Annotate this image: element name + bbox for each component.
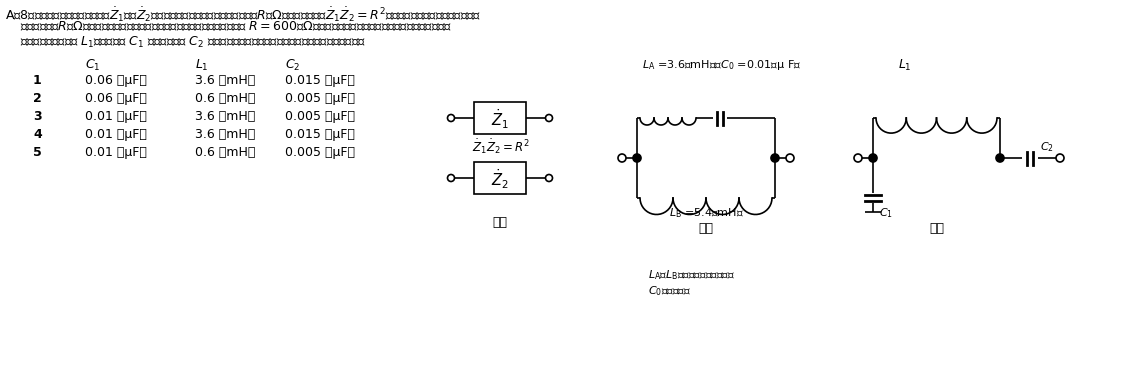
- Text: 1: 1: [33, 74, 42, 87]
- Text: 0.06 ［μF］: 0.06 ［μF］: [86, 92, 147, 105]
- Text: $\dot{Z}_2$: $\dot{Z}_2$: [490, 167, 508, 191]
- Text: 0.005 ［μF］: 0.005 ［μF］: [285, 110, 356, 123]
- Text: 図１: 図１: [493, 216, 507, 229]
- Text: 0.015 ［μF］: 0.015 ［μF］: [285, 128, 354, 141]
- Text: 0.01 ［μF］: 0.01 ［μF］: [86, 128, 147, 141]
- Text: 4: 4: [33, 128, 42, 141]
- Circle shape: [996, 154, 1004, 162]
- Text: 0.005 ［μF］: 0.005 ［μF］: [285, 146, 356, 159]
- Circle shape: [868, 154, 878, 162]
- Text: $C_1$: $C_1$: [86, 58, 100, 73]
- Text: 3.6 ［mH］: 3.6 ［mH］: [195, 128, 255, 141]
- Text: 0.01 ［μF］: 0.01 ［μF］: [86, 146, 147, 159]
- Text: 0.6 ［mH］: 0.6 ［mH］: [195, 92, 255, 105]
- Text: 3.6 ［mH］: 3.6 ［mH］: [195, 110, 255, 123]
- Text: $\dot{Z}_1$: $\dot{Z}_1$: [490, 107, 508, 131]
- Text: 回路は互いに$R$［Ω］に対する逆回路であるという。いま、図２に示す回路の $R = 600$［Ω］に対する逆回路が図３に示す回路であるとき、: 回路は互いに$R$［Ω］に対する逆回路であるという。いま、図２に示す回路の $R…: [20, 20, 452, 33]
- Text: $L_{\mathrm{A}}$、$L_{\mathrm{B}}$：自己インダクタンス: $L_{\mathrm{A}}$、$L_{\mathrm{B}}$：自己インダク…: [648, 268, 735, 282]
- Text: 0.01 ［μF］: 0.01 ［μF］: [86, 110, 147, 123]
- Circle shape: [633, 154, 641, 162]
- Bar: [474, 162, 526, 194]
- Text: $C_2$: $C_2$: [285, 58, 300, 73]
- Text: A－8　図１に示すインピーダンス$\dot{Z}_1$及び$\dot{Z}_2$の積が周波数と無関係になり、抵抗を$R$［Ω］としたときに$\dot{Z}_1\: A－8 図１に示すインピーダンス$\dot{Z}_1$及び$\dot{Z}_2$…: [4, 5, 482, 24]
- Text: 5: 5: [33, 146, 42, 159]
- Text: 図２: 図２: [699, 222, 713, 235]
- Text: 3: 3: [33, 110, 42, 123]
- Text: $L_{\mathrm{A}}$ =3.6［mH］　$C_0$ =0.01［μ F］: $L_{\mathrm{A}}$ =3.6［mH］ $C_0$ =0.01［μ …: [642, 58, 801, 72]
- Text: 2: 2: [33, 92, 42, 105]
- Text: 3.6 ［mH］: 3.6 ［mH］: [195, 74, 255, 87]
- Text: $L_1$: $L_1$: [195, 58, 209, 73]
- Circle shape: [771, 154, 778, 162]
- Text: $\dot{Z}_1\dot{Z}_2=R^2$: $\dot{Z}_1\dot{Z}_2=R^2$: [472, 137, 530, 155]
- Text: $C_0$：静電容量: $C_0$：静電容量: [648, 284, 691, 298]
- Text: 0.6 ［mH］: 0.6 ［mH］: [195, 146, 255, 159]
- Text: $C_2$: $C_2$: [1040, 140, 1054, 154]
- Text: $L_{\mathrm{B}}$ =5.4［mH］: $L_{\mathrm{B}}$ =5.4［mH］: [668, 206, 744, 220]
- Text: 自己インダクタンス $L_1$、静電容量 $C_1$ 及び静電容量 $C_2$ の値の組合せとして、正しいものを下の番号から選べ。: 自己インダクタンス $L_1$、静電容量 $C_1$ 及び静電容量 $C_2$ …: [20, 35, 366, 50]
- Text: 図３: 図３: [929, 222, 944, 235]
- Text: $L_1$: $L_1$: [898, 58, 911, 73]
- Text: 0.005 ［μF］: 0.005 ［μF］: [285, 92, 356, 105]
- Text: 0.015 ［μF］: 0.015 ［μF］: [285, 74, 354, 87]
- Bar: [474, 102, 526, 134]
- Text: 0.06 ［μF］: 0.06 ［μF］: [86, 74, 147, 87]
- Text: $C_1$: $C_1$: [879, 206, 893, 220]
